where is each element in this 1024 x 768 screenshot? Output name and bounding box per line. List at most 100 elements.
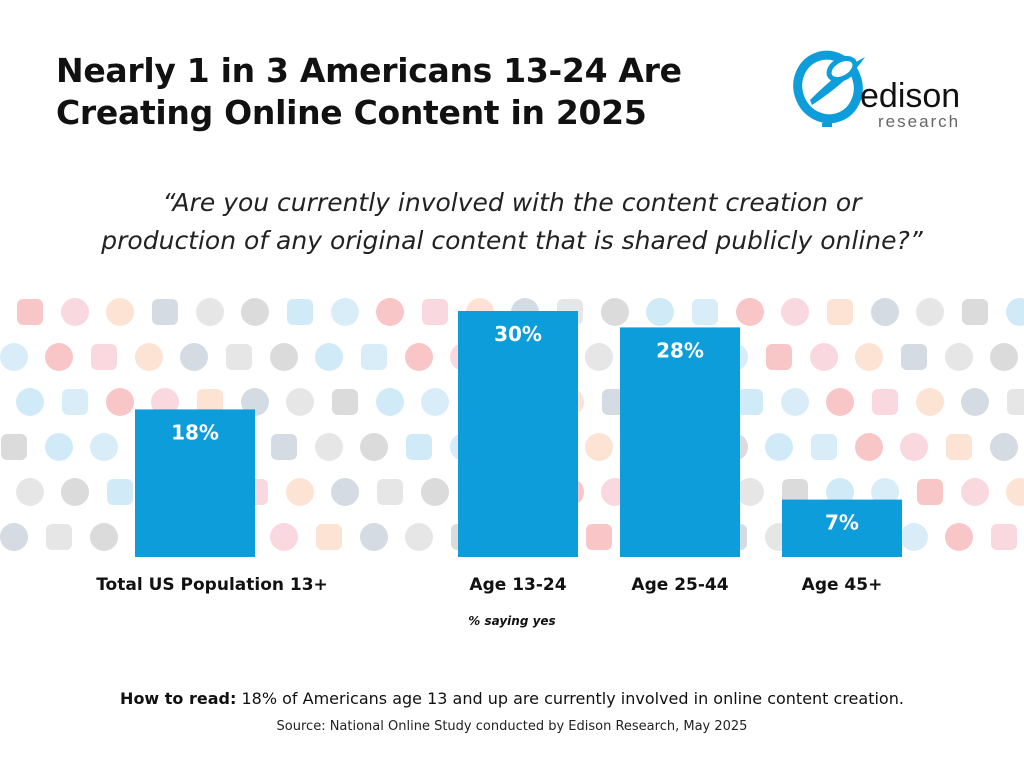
app-icon bbox=[405, 523, 433, 551]
app-icon bbox=[376, 388, 404, 416]
app-icon bbox=[180, 343, 208, 371]
app-icon bbox=[736, 298, 764, 326]
app-icon bbox=[945, 343, 973, 371]
category-label: Total US Population 13+ bbox=[96, 575, 328, 595]
app-icon bbox=[946, 434, 972, 460]
app-icon bbox=[331, 478, 359, 506]
app-icon bbox=[17, 299, 43, 325]
bar-2 bbox=[458, 311, 578, 557]
app-icon bbox=[782, 479, 808, 505]
title-line-2: Creating Online Content in 2025 bbox=[56, 93, 647, 132]
app-icon bbox=[765, 433, 793, 461]
app-icon bbox=[405, 343, 433, 371]
app-icon bbox=[152, 299, 178, 325]
app-icon bbox=[1007, 389, 1024, 415]
app-icon bbox=[241, 388, 269, 416]
app-icon bbox=[422, 299, 448, 325]
app-icon bbox=[871, 478, 899, 506]
app-icon bbox=[360, 433, 388, 461]
app-icon bbox=[961, 478, 989, 506]
app-icon bbox=[16, 388, 44, 416]
app-icon bbox=[855, 343, 883, 371]
app-icon bbox=[766, 344, 792, 370]
app-icon bbox=[315, 433, 343, 461]
app-icon bbox=[331, 298, 359, 326]
app-icon bbox=[1006, 478, 1024, 506]
app-icon bbox=[90, 523, 118, 551]
data-label: 7% bbox=[825, 511, 859, 535]
app-icon bbox=[90, 433, 118, 461]
how-to-read-label: How to read: bbox=[120, 689, 237, 708]
app-icon bbox=[692, 299, 718, 325]
app-icon bbox=[871, 298, 899, 326]
app-icon bbox=[737, 389, 763, 415]
bar-1 bbox=[135, 409, 255, 557]
app-icon bbox=[135, 343, 163, 371]
app-icon bbox=[736, 478, 764, 506]
app-icon bbox=[376, 298, 404, 326]
source-note: Source: National Online Study conducted … bbox=[276, 719, 748, 734]
data-label: 28% bbox=[656, 338, 704, 362]
app-icon bbox=[46, 524, 72, 550]
app-icon bbox=[62, 389, 88, 415]
app-icon bbox=[916, 298, 944, 326]
data-label: 30% bbox=[494, 322, 542, 346]
app-icon bbox=[197, 389, 223, 415]
app-icon bbox=[286, 478, 314, 506]
app-icon bbox=[961, 388, 989, 416]
app-icon bbox=[226, 344, 252, 370]
app-icon bbox=[421, 388, 449, 416]
app-icon bbox=[61, 298, 89, 326]
app-icon bbox=[1, 434, 27, 460]
svg-text:edison: edison bbox=[860, 77, 960, 115]
app-icon bbox=[826, 388, 854, 416]
category-label: Age 25-44 bbox=[631, 575, 728, 595]
app-icon bbox=[106, 388, 134, 416]
app-icon bbox=[916, 388, 944, 416]
app-icon bbox=[585, 433, 613, 461]
app-icon bbox=[990, 343, 1018, 371]
app-icon bbox=[377, 479, 403, 505]
app-icon bbox=[646, 298, 674, 326]
app-icon bbox=[0, 523, 28, 551]
how-to-read: How to read: 18% of Americans age 13 and… bbox=[0, 689, 1024, 708]
bar-3 bbox=[620, 327, 740, 557]
category-label: Age 13-24 bbox=[469, 575, 566, 595]
app-icon bbox=[316, 524, 342, 550]
app-icon bbox=[270, 343, 298, 371]
survey-question: “Are you currently involved with the con… bbox=[0, 184, 1024, 260]
app-icon bbox=[16, 478, 44, 506]
app-icon bbox=[900, 433, 928, 461]
question-line-2: production of any original content that … bbox=[101, 226, 923, 255]
app-icon bbox=[991, 524, 1017, 550]
how-to-read-text: 18% of Americans age 13 and up are curre… bbox=[236, 689, 904, 708]
app-icon bbox=[151, 388, 179, 416]
app-icon bbox=[286, 388, 314, 416]
app-icon bbox=[287, 299, 313, 325]
app-icon bbox=[107, 479, 133, 505]
app-icon bbox=[106, 298, 134, 326]
app-icon bbox=[61, 478, 89, 506]
app-icon bbox=[811, 434, 837, 460]
app-icon bbox=[271, 434, 297, 460]
app-icon bbox=[332, 389, 358, 415]
edison-research-logo: edison research bbox=[793, 50, 960, 131]
app-icon bbox=[241, 298, 269, 326]
app-icon bbox=[1006, 298, 1024, 326]
app-icon bbox=[855, 433, 883, 461]
app-icon bbox=[585, 343, 613, 371]
question-line-1: “Are you currently involved with the con… bbox=[162, 188, 862, 217]
app-icon bbox=[917, 479, 943, 505]
app-icon bbox=[91, 344, 117, 370]
app-icon bbox=[827, 299, 853, 325]
app-icon bbox=[45, 433, 73, 461]
app-icon bbox=[315, 343, 343, 371]
app-icon bbox=[0, 343, 28, 371]
chart-title: Nearly 1 in 3 Americans 13-24 Are Creati… bbox=[56, 50, 682, 134]
app-icon bbox=[810, 343, 838, 371]
app-icon bbox=[196, 298, 224, 326]
app-icon bbox=[962, 299, 988, 325]
svg-text:research: research bbox=[878, 112, 960, 131]
title-line-1: Nearly 1 in 3 Americans 13-24 Are bbox=[56, 51, 682, 90]
